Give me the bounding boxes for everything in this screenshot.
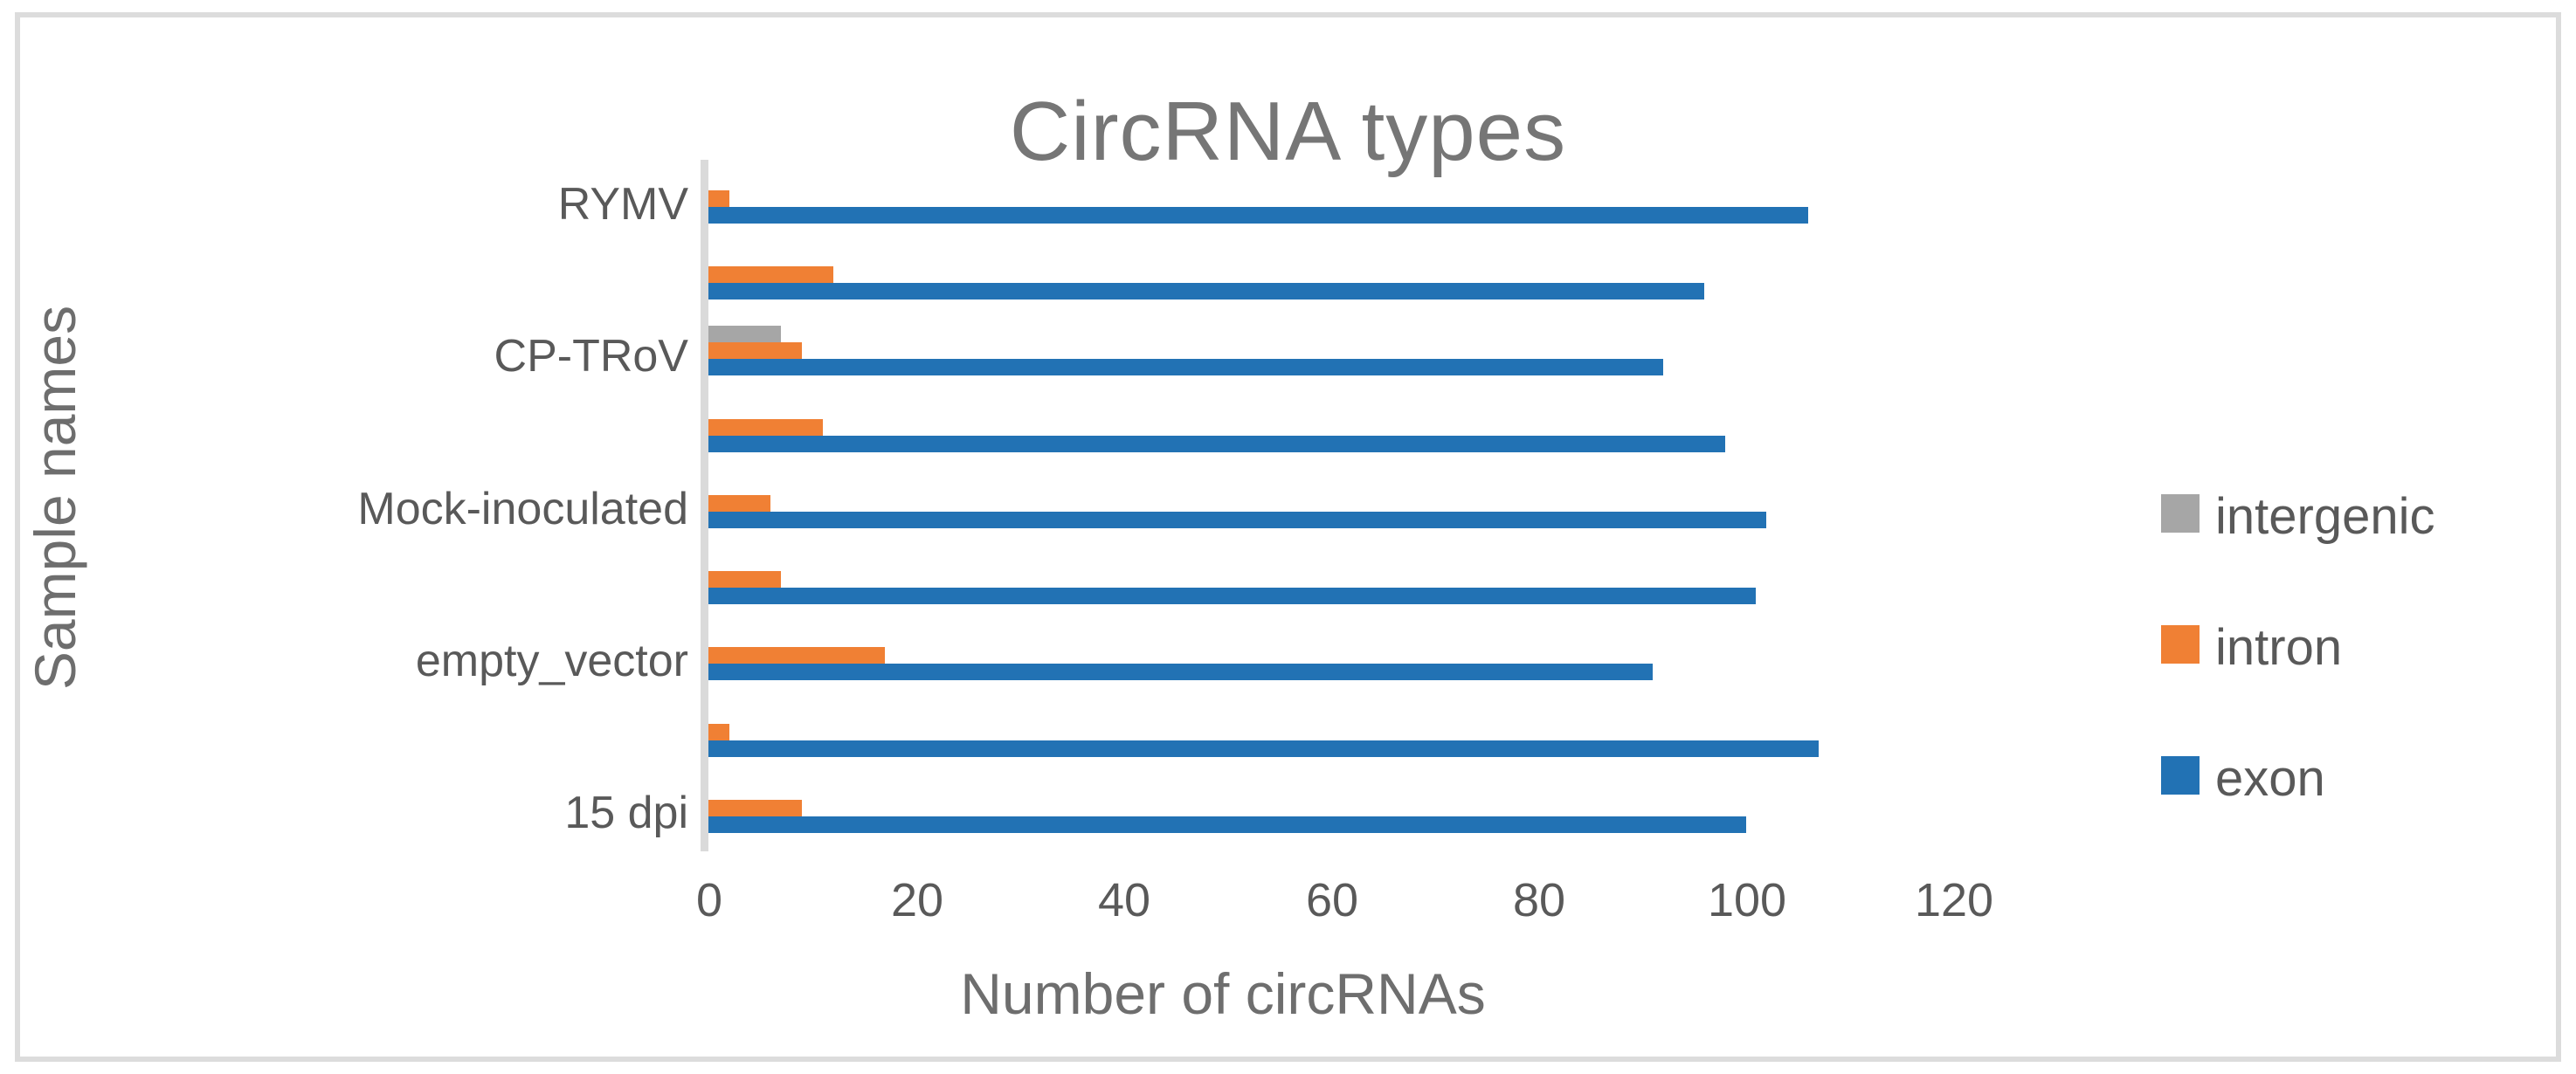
bar-exon-row4 [708, 436, 1725, 452]
x-tick-40: 40 [1097, 874, 1151, 926]
bar-intron-CP-TRoV [708, 342, 802, 359]
bar-intron-Mock-inoculated [708, 495, 770, 512]
y-axis-line [701, 160, 708, 851]
chart-title: CircRNA types [1009, 85, 1567, 178]
category-label-CP-TRoV: CP-TRoV [494, 331, 688, 382]
bar-intron-15 dpi [708, 800, 802, 816]
plot-area [708, 166, 2071, 851]
category-label-RYMV: RYMV [557, 179, 688, 230]
x-tick-20: 20 [890, 874, 944, 926]
y-axis-title: Sample names [23, 305, 87, 691]
figure-border [15, 12, 2561, 1062]
bar-exon-15 dpi [708, 816, 1746, 833]
legend-swatch-intergenic [2161, 494, 2200, 533]
category-label-Mock-inoculated: Mock-inoculated [357, 484, 688, 534]
x-tick-60: 60 [1305, 874, 1359, 926]
bar-intron-row4 [708, 419, 823, 436]
bar-exon-RYMV [708, 207, 1808, 224]
x-tick-100: 100 [1707, 874, 1787, 926]
x-tick-80: 80 [1512, 874, 1566, 926]
category-label-empty_vector: empty_vector [415, 636, 688, 686]
bar-exon-row8 [708, 740, 1819, 757]
bar-exon-empty_vector [708, 664, 1653, 680]
bar-exon-row2 [708, 283, 1704, 299]
bar-intron-row6 [708, 571, 781, 588]
x-axis-title: Number of circRNAs [960, 961, 1486, 1026]
bar-intron-empty_vector [708, 647, 885, 664]
bar-exon-Mock-inoculated [708, 512, 1766, 528]
x-tick-120: 120 [1914, 874, 1994, 926]
bar-intron-row8 [708, 724, 729, 740]
bar-exon-CP-TRoV [708, 359, 1663, 375]
legend-swatch-intron [2161, 625, 2200, 664]
legend-label-intergenic: intergenic [2215, 488, 2435, 545]
bar-exon-row6 [708, 588, 1756, 604]
legend-swatch-exon [2161, 756, 2200, 795]
legend-label-intron: intron [2215, 619, 2343, 676]
bar-intergenic-CP-TRoV [708, 326, 781, 342]
legend-label-exon: exon [2215, 750, 2325, 807]
x-tick-0: 0 [695, 874, 723, 926]
bar-intron-RYMV [708, 190, 729, 207]
category-label-15 dpi: 15 dpi [564, 788, 688, 838]
bar-intron-row2 [708, 266, 833, 283]
